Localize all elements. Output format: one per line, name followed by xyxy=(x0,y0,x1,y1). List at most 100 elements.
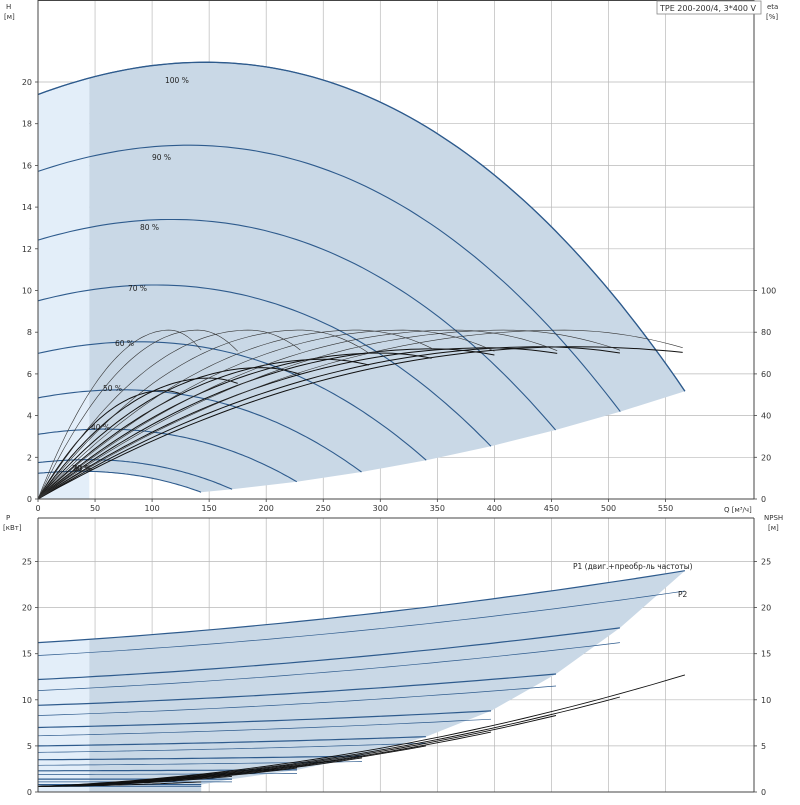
eff-curve-thin-3 xyxy=(37,329,558,500)
eff-curve-thin-7 xyxy=(37,329,301,500)
top-left-axis-unit: [м] xyxy=(4,13,15,21)
x-tick-label-250: 250 xyxy=(316,504,331,513)
bottom-right-tick-label-25: 25 xyxy=(761,558,771,567)
top-left-tick-label-4: 4 xyxy=(27,412,32,421)
bottom-left-axis-unit: [кВт] xyxy=(3,524,22,532)
p2-curve-1 xyxy=(37,590,685,656)
p2-curve-2 xyxy=(37,642,620,691)
bottom-right-axis-unit: [м] xyxy=(768,524,779,532)
top-left-tick-label-10: 10 xyxy=(22,287,32,296)
x-tick-label-350: 350 xyxy=(430,504,445,513)
eff-curve-thick-2 xyxy=(37,347,558,500)
speed-label-3: 80 % xyxy=(140,223,159,232)
eff-curve-thin-4 xyxy=(37,329,495,500)
x-tick-label-50: 50 xyxy=(90,504,100,513)
top-left-tick-label-2: 2 xyxy=(27,453,32,462)
eff-curve-thick-6 xyxy=(37,367,301,500)
bottom-right-tick-label-15: 15 xyxy=(761,650,771,659)
npsh-curve-1 xyxy=(37,674,686,787)
speed-label-9: 20 % xyxy=(72,464,91,473)
top-left-tick-label-0: 0 xyxy=(27,495,32,504)
x-tick-label-550: 550 xyxy=(658,504,673,513)
bottom-right-tick-label-0: 0 xyxy=(761,788,766,797)
bottom-right-tick-label-20: 20 xyxy=(761,604,771,613)
bottom-right-axis-name: NPSH xyxy=(764,514,783,522)
x-tick-label-200: 200 xyxy=(259,504,274,513)
title-box-text: TPE 200-200/4, 3*400 V xyxy=(659,4,757,13)
bottom-region-light xyxy=(38,639,90,792)
p2-curve-5 xyxy=(37,742,426,753)
top-left-tick-label-6: 6 xyxy=(27,370,32,379)
axes-layer xyxy=(35,0,757,793)
top-right-tick-label-20: 20 xyxy=(761,453,771,462)
p2-curve-4 xyxy=(37,718,492,737)
p1-curve-1 xyxy=(37,570,685,644)
top-region-light xyxy=(38,78,90,499)
top-right-tick-label-100: 100 xyxy=(761,287,776,296)
p1-curve-3 xyxy=(37,673,557,706)
top-region-main xyxy=(89,62,685,493)
speed-label-8: 30 % xyxy=(73,464,92,473)
bottom-region-main xyxy=(89,570,685,792)
eff-curve-thick-8 xyxy=(37,390,181,500)
top-left-tick-label-12: 12 xyxy=(22,245,32,254)
top-right-tick-label-60: 60 xyxy=(761,370,771,379)
top-right-tick-label-80: 80 xyxy=(761,328,771,337)
labels-layer: 100 % 90 % 80 % 70 % 60 % 50 % 40 % 30 %20 % 0 2 4… xyxy=(22,76,776,797)
p1-curve-4 xyxy=(37,710,492,729)
eff-curve-thin-6 xyxy=(37,329,370,500)
speed-label-4: 70 % xyxy=(128,284,147,293)
top-right-tick-label-0: 0 xyxy=(761,495,766,504)
npsh-curve-9 xyxy=(37,781,202,787)
top-right-axis-name: eta xyxy=(767,3,778,11)
curves-layer xyxy=(37,61,686,787)
x-tick-label-150: 150 xyxy=(202,504,217,513)
eff-curve-thick-7 xyxy=(37,377,238,500)
eff-curve-thick-1 xyxy=(37,346,620,500)
x-tick-label-100: 100 xyxy=(144,504,159,513)
title-box xyxy=(656,0,762,15)
bottom-right-tick-label-5: 5 xyxy=(761,742,766,751)
speed-label-1: 100 % xyxy=(165,76,189,85)
x-tick-label-450: 450 xyxy=(544,504,559,513)
x-tick-label-0: 0 xyxy=(35,504,40,513)
p1-series-label: P1 (двиг.+преобр-ль частоты) xyxy=(573,562,693,571)
bottom-left-tick-label-10: 10 xyxy=(22,696,32,705)
p1-curve-6 xyxy=(38,755,363,761)
bottom-left-tick-label-15: 15 xyxy=(22,650,32,659)
eff-curve-thin-1 xyxy=(37,329,683,500)
top-right-tick-label-40: 40 xyxy=(761,412,771,421)
top-left-tick-label-18: 18 xyxy=(22,120,32,129)
top-left-tick-label-20: 20 xyxy=(22,78,32,87)
p2-curve-7 xyxy=(38,773,297,775)
bottom-right-tick-label-10: 10 xyxy=(761,696,771,705)
operating-region-layer xyxy=(38,62,685,792)
top-left-axis-name: H xyxy=(6,3,11,11)
bottom-left-tick-label-0: 0 xyxy=(27,788,32,797)
x-tick-label-300: 300 xyxy=(373,504,388,513)
p1-curve-2 xyxy=(37,627,620,681)
speed-curve-4 xyxy=(37,284,492,447)
eff-curve-thin-5 xyxy=(37,329,432,500)
speed-label-6: 50 % xyxy=(103,384,122,393)
speed-curve-6 xyxy=(37,389,362,473)
eff-curve-thin-2 xyxy=(37,329,620,500)
x-tick-label-400: 400 xyxy=(487,504,502,513)
p2-series-label: P2 xyxy=(678,590,688,599)
bottom-left-tick-label-25: 25 xyxy=(22,558,32,567)
bottom-left-axis-name: P xyxy=(6,514,10,522)
eff-curve-thick-9 xyxy=(37,346,683,500)
eff-curve-thick-4 xyxy=(37,352,432,500)
top-left-tick-label-14: 14 xyxy=(22,203,32,212)
eff-curve-thin-8 xyxy=(37,329,238,500)
p1-curve-5 xyxy=(37,736,426,747)
p2-curve-3 xyxy=(37,685,557,716)
speed-curve-2 xyxy=(37,144,621,412)
eff-curve-thick-5 xyxy=(37,358,370,500)
eff-curve-thick-3 xyxy=(37,348,495,500)
top-right-axis-unit: [%] xyxy=(766,13,778,21)
x-axis-name: Q [м³/ч] xyxy=(724,506,752,514)
speed-curve-3 xyxy=(37,218,557,431)
